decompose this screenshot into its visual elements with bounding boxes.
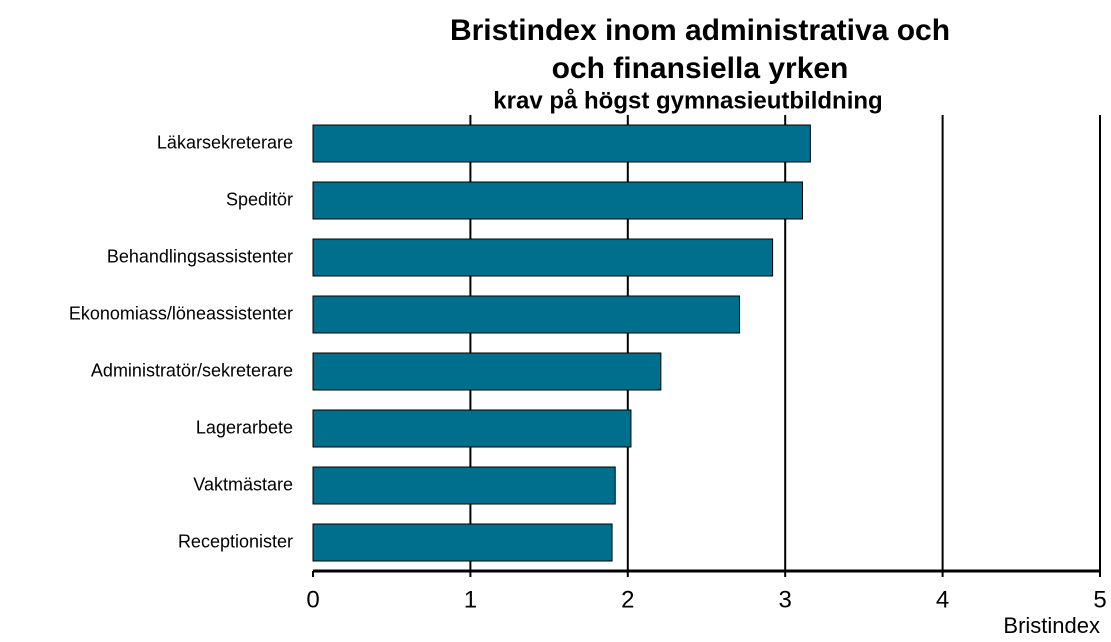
chart-title: och finansiella yrken <box>552 52 849 85</box>
y-tick-label: Lagerarbete <box>196 417 293 437</box>
x-tick-label: 5 <box>1093 586 1106 613</box>
bar <box>312 181 804 220</box>
bar <box>312 466 616 505</box>
x-tick-label: 1 <box>464 586 477 613</box>
y-tick-label: Läkarsekreterare <box>157 132 293 152</box>
y-tick-label: Vaktmästare <box>193 474 293 494</box>
bar <box>312 409 632 448</box>
x-tick-label: 4 <box>936 586 949 613</box>
bar <box>312 124 811 163</box>
chart-subtitle: krav på högst gymnasieutbildning <box>493 87 882 114</box>
x-tick-label: 2 <box>621 586 634 613</box>
chart-title: Bristindex inom administrativa och <box>450 14 950 47</box>
bar <box>312 238 774 277</box>
bar <box>312 523 613 562</box>
x-tick-label: 3 <box>779 586 792 613</box>
bar <box>312 352 662 391</box>
x-axis-label: Bristindex <box>1003 613 1100 638</box>
y-tick-label: Speditör <box>226 189 293 209</box>
y-tick-label: Ekonomiass/löneassistenter <box>69 303 293 323</box>
x-tick-label: 0 <box>306 586 319 613</box>
bar <box>312 295 741 334</box>
y-tick-label: Behandlingsassistenter <box>107 246 293 266</box>
y-tick-label: Receptionister <box>178 531 293 551</box>
y-tick-label: Administratör/sekreterare <box>91 360 293 380</box>
